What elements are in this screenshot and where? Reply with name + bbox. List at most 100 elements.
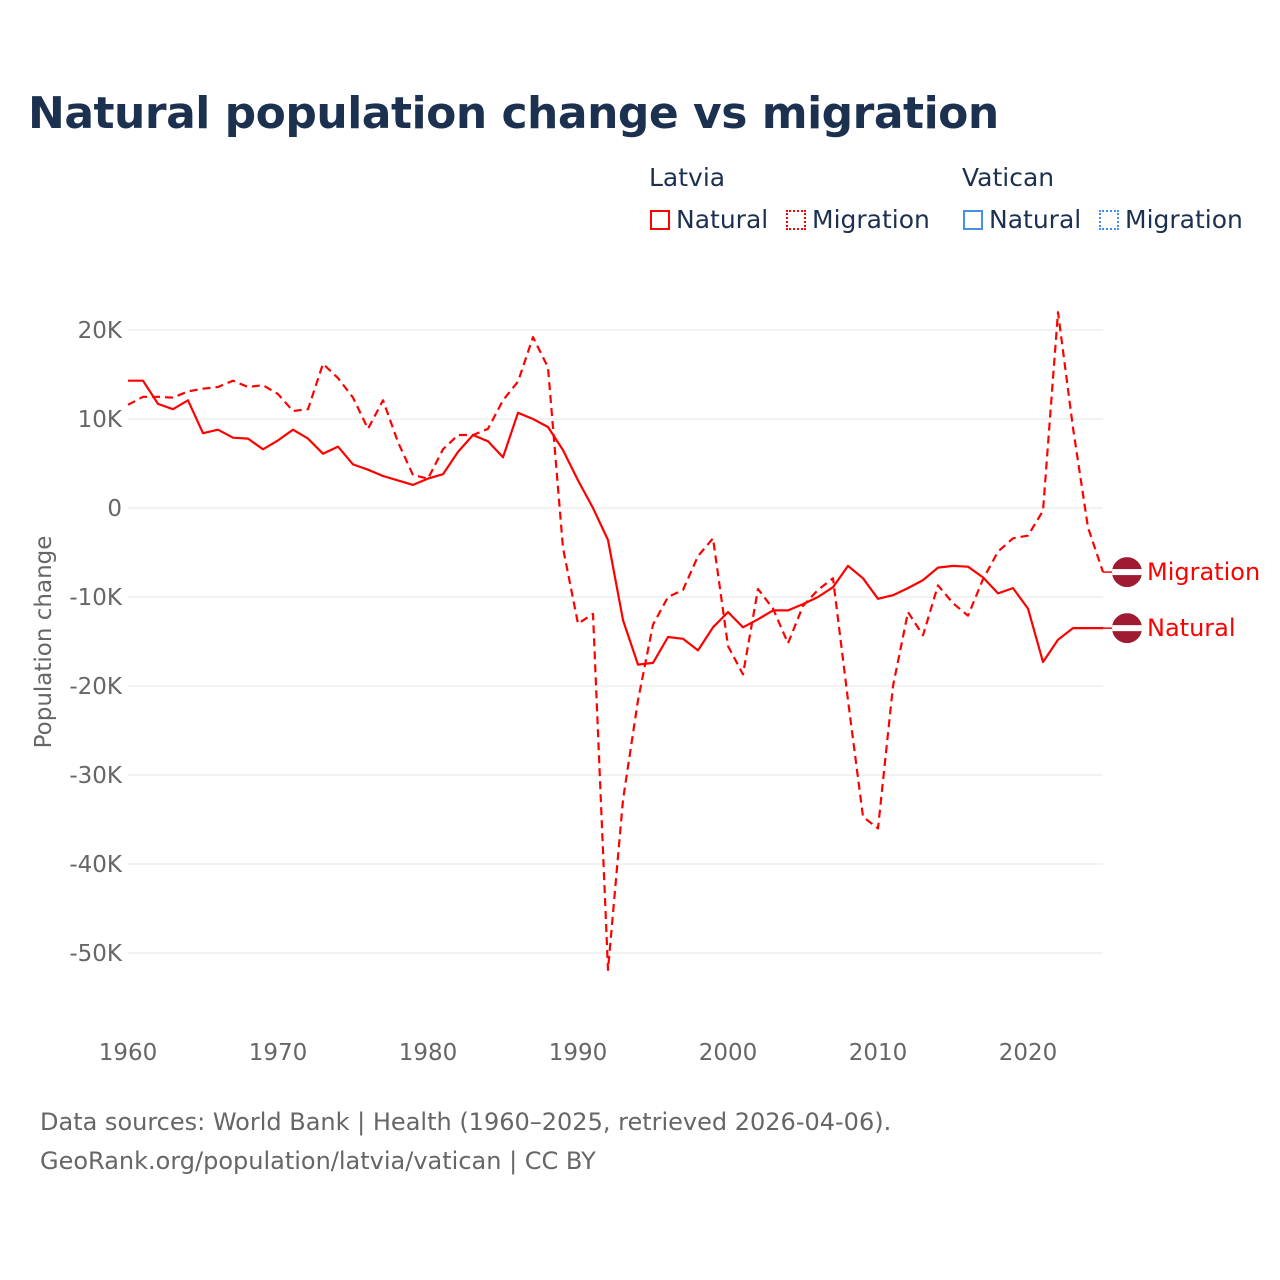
data-point[interactable] xyxy=(635,662,641,668)
data-point[interactable] xyxy=(590,505,596,511)
data-point[interactable] xyxy=(1055,637,1061,643)
data-point[interactable] xyxy=(725,643,731,649)
data-point[interactable] xyxy=(275,391,281,397)
data-point[interactable] xyxy=(1025,533,1031,539)
data-point[interactable] xyxy=(695,647,701,653)
legend-vatican-migration[interactable]: Migration xyxy=(1099,205,1243,234)
data-point[interactable] xyxy=(1040,659,1046,665)
data-point[interactable] xyxy=(380,473,386,479)
data-point[interactable] xyxy=(515,410,521,416)
data-point[interactable] xyxy=(620,617,626,623)
data-point[interactable] xyxy=(1070,625,1076,631)
data-point[interactable] xyxy=(635,697,641,703)
data-point[interactable] xyxy=(890,592,896,598)
data-point[interactable] xyxy=(575,477,581,483)
data-point[interactable] xyxy=(860,814,866,820)
data-point[interactable] xyxy=(275,437,281,443)
data-point[interactable] xyxy=(920,632,926,638)
data-point[interactable] xyxy=(125,378,131,384)
data-point[interactable] xyxy=(305,436,311,442)
data-point[interactable] xyxy=(245,384,251,390)
data-point[interactable] xyxy=(140,394,146,400)
data-point[interactable] xyxy=(185,397,191,403)
data-point[interactable] xyxy=(260,446,266,452)
data-point[interactable] xyxy=(350,395,356,401)
legend-latvia-natural[interactable]: Natural xyxy=(650,205,768,234)
footer-link[interactable]: GeoRank.org/population/latvia/vatican | … xyxy=(40,1147,596,1175)
data-point[interactable] xyxy=(215,384,221,390)
data-point[interactable] xyxy=(560,447,566,453)
data-point[interactable] xyxy=(290,408,296,414)
data-point[interactable] xyxy=(350,461,356,467)
data-point[interactable] xyxy=(455,432,461,438)
data-point[interactable] xyxy=(545,364,551,370)
data-point[interactable] xyxy=(155,394,161,400)
data-point[interactable] xyxy=(260,382,266,388)
data-point[interactable] xyxy=(530,416,536,422)
data-point[interactable] xyxy=(950,563,956,569)
data-point[interactable] xyxy=(770,606,776,612)
data-point[interactable] xyxy=(785,640,791,646)
data-point[interactable] xyxy=(665,594,671,600)
data-point[interactable] xyxy=(830,575,836,581)
data-point[interactable] xyxy=(545,424,551,430)
data-point[interactable] xyxy=(230,378,236,384)
data-point[interactable] xyxy=(170,395,176,401)
data-point[interactable] xyxy=(485,438,491,444)
data-point[interactable] xyxy=(1085,525,1091,531)
data-point[interactable] xyxy=(1010,585,1016,591)
data-point[interactable] xyxy=(950,600,956,606)
data-point[interactable] xyxy=(845,697,851,703)
data-point[interactable] xyxy=(860,575,866,581)
legend-vatican-natural[interactable]: Natural xyxy=(963,205,1081,234)
data-point[interactable] xyxy=(740,671,746,677)
data-point[interactable] xyxy=(965,564,971,570)
data-point[interactable] xyxy=(425,476,431,482)
data-point[interactable] xyxy=(335,375,341,381)
data-point[interactable] xyxy=(1055,309,1061,315)
data-point[interactable] xyxy=(680,636,686,642)
data-point[interactable] xyxy=(515,379,521,385)
data-point[interactable] xyxy=(875,596,881,602)
data-point[interactable] xyxy=(140,378,146,384)
data-point[interactable] xyxy=(965,613,971,619)
data-point[interactable] xyxy=(710,624,716,630)
data-point[interactable] xyxy=(410,482,416,488)
data-point[interactable] xyxy=(395,477,401,483)
data-point[interactable] xyxy=(125,402,131,408)
data-point[interactable] xyxy=(725,609,731,615)
series-line-natural[interactable] xyxy=(128,379,1103,666)
legend-latvia-migration[interactable]: Migration xyxy=(786,205,930,234)
data-point[interactable] xyxy=(995,590,1001,596)
data-point[interactable] xyxy=(815,587,821,593)
data-point[interactable] xyxy=(215,427,221,433)
data-point[interactable] xyxy=(245,436,251,442)
data-point[interactable] xyxy=(590,611,596,617)
data-point[interactable] xyxy=(695,553,701,559)
data-point[interactable] xyxy=(305,406,311,412)
data-point[interactable] xyxy=(1070,425,1076,431)
data-point[interactable] xyxy=(665,634,671,640)
data-point[interactable] xyxy=(815,594,821,600)
data-point[interactable] xyxy=(980,576,986,582)
data-point[interactable] xyxy=(1025,606,1031,612)
data-point[interactable] xyxy=(440,471,446,477)
data-point[interactable] xyxy=(455,449,461,455)
data-point[interactable] xyxy=(740,624,746,630)
data-point[interactable] xyxy=(755,616,761,622)
data-point[interactable] xyxy=(605,537,611,543)
data-point[interactable] xyxy=(320,361,326,367)
data-point[interactable] xyxy=(155,401,161,407)
series-line-migration[interactable] xyxy=(127,311,1105,972)
data-point[interactable] xyxy=(395,439,401,445)
data-point[interactable] xyxy=(530,334,536,340)
data-point[interactable] xyxy=(995,549,1001,555)
data-point[interactable] xyxy=(1040,508,1046,514)
data-point[interactable] xyxy=(500,454,506,460)
data-point[interactable] xyxy=(905,585,911,591)
data-point[interactable] xyxy=(200,430,206,436)
data-point[interactable] xyxy=(500,397,506,403)
data-point[interactable] xyxy=(890,683,896,689)
data-point[interactable] xyxy=(800,603,806,609)
data-point[interactable] xyxy=(365,467,371,473)
